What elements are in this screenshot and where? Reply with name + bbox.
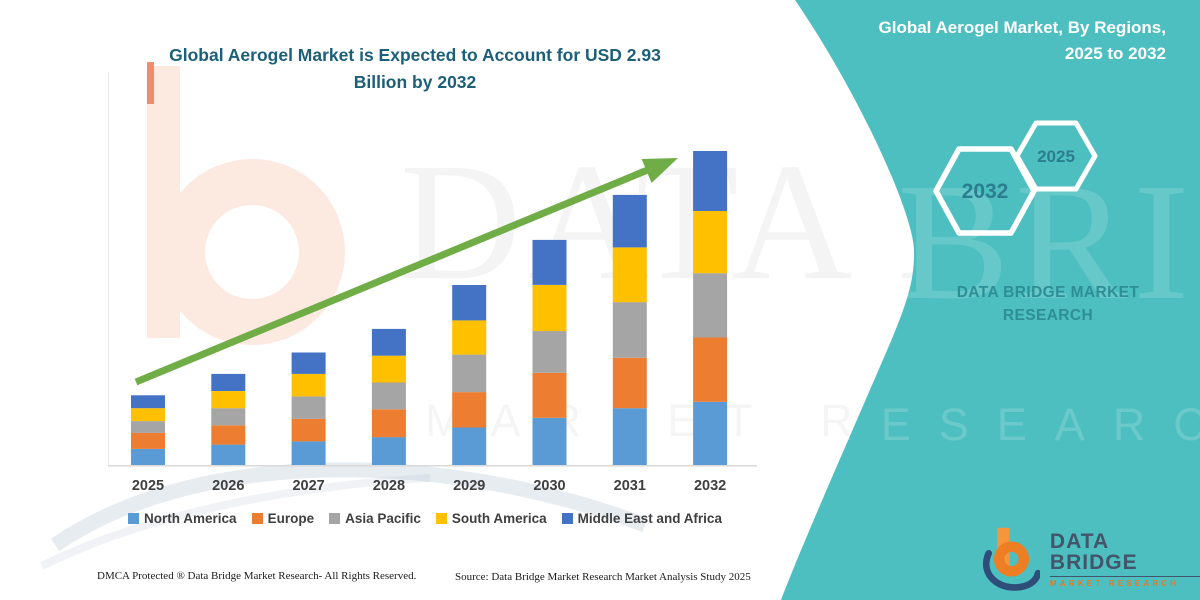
legend-label-south-america: South America (451, 511, 547, 526)
x-axis-label-2026: 2026 (212, 478, 244, 494)
bar-segment-2026-middle-east-and-africa (211, 373, 246, 391)
bar-segment-2025-south-america (131, 408, 165, 422)
bar-segment-2032-asia-pacific (693, 273, 728, 338)
bar-segment-2031-middle-east-and-africa (612, 194, 647, 248)
legend-label-middle-east-and-africa: Middle East and Africa (577, 511, 722, 526)
chart-title-line1: Global Aerogel Market is Expected to Acc… (169, 45, 661, 65)
x-axis-label-2027: 2027 (292, 478, 324, 494)
legend-label-europe: Europe (267, 511, 315, 526)
bar-segment-2030-europe (532, 372, 567, 418)
bar-segment-2027-asia-pacific (291, 396, 326, 419)
hexagon-2025-badge: 2025 (1014, 120, 1098, 192)
bar-segment-2029-south-america (452, 320, 487, 355)
databridge-logo: DATA BRIDGE MARKET RESEARCH (983, 527, 1200, 591)
bar-segment-2032-europe (693, 337, 728, 402)
chart-legend: North America Europe Asia Pacific South Ame… (90, 511, 760, 526)
hexagon-2032-label: 2032 (962, 180, 1009, 203)
bar-segment-2025-north-america (131, 448, 165, 465)
x-axis-label-2029: 2029 (453, 478, 485, 494)
chart-title-line2: Billion by 2032 (353, 72, 477, 93)
side-panel-title-line2: 2025 to 2032 (1064, 43, 1166, 63)
legend-item-asia-pacific: Asia Pacific (329, 511, 421, 526)
bar-segment-2026-south-america (211, 391, 246, 409)
hexagon-2025-label: 2025 (1037, 147, 1075, 166)
bar-segment-2030-asia-pacific (532, 331, 567, 373)
bar-segment-2031-asia-pacific (612, 302, 647, 358)
legend-label-north-america: North America (144, 511, 237, 526)
x-axis-label-2028: 2028 (373, 478, 405, 494)
legend-swatch-europe (251, 513, 263, 524)
legend-swatch-middle-east-and-africa (561, 513, 573, 524)
chart-title: Global Aerogel Market is Expected to Acc… (105, 42, 725, 96)
bar-segment-2031-europe (612, 357, 647, 409)
bar-segment-2028-north-america (371, 437, 406, 465)
bar-segment-2027-middle-east-and-africa (291, 352, 326, 374)
x-axis-label-2030: 2030 (533, 478, 565, 494)
bar-segment-2030-middle-east-and-africa (532, 239, 567, 285)
bar-segment-2026-north-america (211, 444, 246, 465)
legend-item-europe: Europe (251, 511, 315, 526)
bar-segment-2032-middle-east-and-africa (693, 151, 728, 211)
side-panel-title-line1: Global Aerogel Market, By Regions, (878, 18, 1167, 37)
bar-segment-2025-middle-east-and-africa (131, 395, 165, 409)
bar-segment-2029-middle-east-and-africa (452, 285, 487, 321)
bar-segment-2028-europe (371, 409, 406, 438)
watermark-swoosh-2 (40, 474, 431, 570)
brand-caption: DATA BRIDGE MARKET RESEARCH (956, 284, 1140, 325)
bar-segment-2025-asia-pacific (131, 421, 165, 433)
bar-segment-2031-south-america (612, 247, 647, 303)
bar-segment-2026-europe (211, 425, 246, 445)
trend-arrow-shaft (134, 165, 652, 386)
databridge-logo-text: DATA BRIDGE MARKET RESEARCH (1049, 531, 1200, 588)
legend-swatch-north-america (128, 513, 140, 524)
bar-segment-2029-europe (452, 392, 487, 428)
legend-item-middle-east-and-africa: Middle East and Africa (561, 511, 722, 526)
hexagon-2025-outline (1014, 120, 1098, 192)
watermark-swoosh (50, 462, 648, 552)
legend-swatch-asia-pacific (329, 513, 341, 524)
legend-item-north-america: North America (128, 511, 237, 526)
x-axis-label-2032: 2032 (694, 478, 726, 494)
bar-segment-2028-south-america (371, 355, 406, 383)
side-panel-title: Global Aerogel Market, By Regions, 2025 … (806, 15, 1167, 66)
legend-label-asia-pacific: Asia Pacific (345, 511, 421, 526)
footer-source: Source: Data Bridge Market Research Mark… (455, 571, 751, 583)
bar-segment-2032-north-america (693, 401, 728, 465)
footer-dmca: DMCA Protected ® Data Bridge Market Rese… (97, 570, 417, 582)
bar-segment-2028-middle-east-and-africa (371, 328, 406, 356)
bar-segment-2026-asia-pacific (211, 408, 246, 426)
watermark-b-bowl (159, 159, 345, 345)
x-axis-label-2031: 2031 (614, 478, 646, 494)
legend-swatch-south-america (435, 513, 447, 524)
bar-segment-2027-north-america (291, 441, 326, 465)
bar-segment-2030-south-america (532, 285, 567, 332)
databridge-logo-tagline: MARKET RESEARCH (1049, 578, 1180, 588)
bar-segment-2030-north-america (532, 417, 567, 465)
bar-segment-2029-north-america (452, 427, 487, 465)
bar-segment-2025-europe (131, 432, 165, 449)
bar-segment-2028-asia-pacific (371, 382, 406, 410)
bar-segment-2032-south-america (693, 211, 728, 274)
databridge-logo-icon (983, 527, 1040, 591)
red-accent-strip (147, 62, 154, 104)
hexagon-2032-outline (933, 146, 1037, 236)
bar-segment-2027-south-america (291, 373, 326, 397)
bar-segment-2027-europe (291, 418, 326, 442)
x-axis-label-2025: 2025 (132, 478, 164, 494)
hexagon-2032-badge: 2032 (933, 146, 1037, 236)
trend-arrow-head (641, 158, 678, 183)
bar-segment-2031-north-america (612, 408, 647, 465)
side-panel-shape (781, 0, 1200, 600)
bar-segment-2029-asia-pacific (452, 354, 487, 393)
databridge-logo-name: DATA BRIDGE (1049, 531, 1200, 577)
legend-item-south-america: South America (435, 511, 547, 526)
